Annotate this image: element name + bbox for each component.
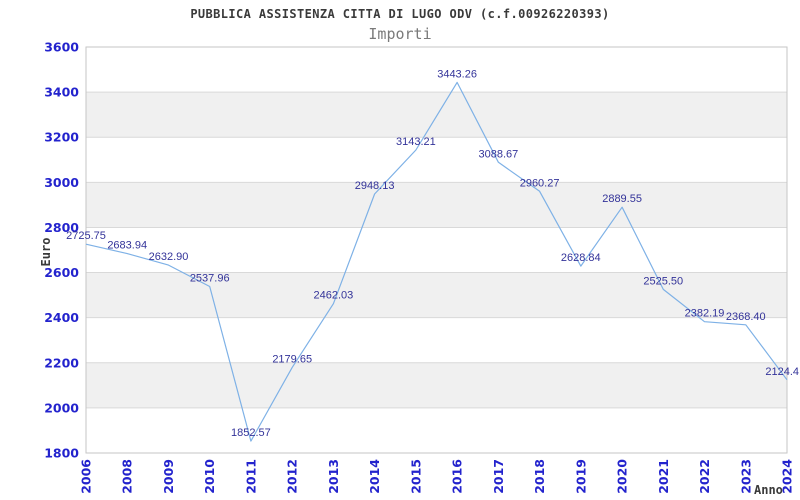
x-tick-label: 2024	[780, 459, 795, 494]
data-point-label: 2683.94	[107, 240, 147, 252]
data-point-label: 2632.90	[149, 251, 189, 263]
plot-border	[85, 46, 788, 454]
plot-band	[86, 182, 787, 228]
y-tick-label: 3600	[44, 40, 79, 55]
x-tick-label: 2011	[243, 459, 258, 494]
x-tick-label: 2010	[202, 459, 217, 494]
x-tick-label: 2014	[367, 459, 382, 494]
data-point-label: 2368.40	[726, 311, 766, 323]
x-tick-label: 2019	[573, 459, 588, 494]
data-point-label: 3143.21	[396, 136, 436, 148]
x-tick-label: 2016	[450, 459, 465, 494]
x-tick-label: 2023	[738, 459, 753, 494]
data-point-label: 3088.67	[479, 148, 519, 160]
x-tick-label: 2015	[408, 459, 423, 494]
data-point-label: 2525.50	[643, 275, 683, 287]
x-tick-label: 2013	[326, 459, 341, 494]
y-tick-label: 1800	[44, 446, 79, 461]
data-point-label: 2537.96	[190, 273, 230, 285]
y-tick-label: 2800	[44, 220, 79, 235]
data-point-label: 2628.84	[561, 252, 601, 264]
chart-title: PUBBLICA ASSISTENZA CITTA DI LUGO ODV (c…	[190, 7, 610, 21]
x-tick-label: 2018	[532, 459, 547, 494]
data-point-label: 2382.19	[685, 308, 725, 320]
x-tick-label: 2006	[79, 459, 94, 494]
x-tick-label: 2008	[120, 459, 135, 494]
data-point-label: 2889.55	[602, 193, 642, 205]
x-tick-label: 2020	[615, 459, 630, 494]
data-point-label: 2948.13	[355, 180, 395, 192]
data-point-label: 3443.26	[437, 68, 477, 80]
data-point-label: 2462.03	[314, 290, 354, 302]
series-line	[85, 81, 788, 442]
x-tick-label: 2017	[491, 459, 506, 494]
data-point-label: 2960.27	[520, 177, 560, 189]
chart-subtitle: Importi	[368, 25, 432, 43]
data-point-label: 2725.75	[66, 230, 106, 242]
x-tick-label: 2009	[161, 459, 176, 494]
plot-band	[86, 362, 787, 408]
data-point-label: 1852.57	[231, 427, 271, 439]
plot-band	[86, 92, 787, 138]
data-point-label: 2179.65	[272, 353, 312, 365]
x-tick-label: 2022	[697, 459, 712, 494]
x-tick-label: 2021	[656, 459, 671, 494]
x-tick-label: 2012	[285, 459, 300, 494]
y-tick-label: 2600	[44, 265, 79, 280]
y-tick-label: 2000	[44, 400, 79, 415]
y-tick-label: 2200	[44, 355, 79, 370]
data-point-label: 2124.4	[765, 366, 799, 378]
y-tick-label: 3400	[44, 85, 79, 100]
y-tick-label: 2400	[44, 310, 79, 325]
y-tick-label: 3200	[44, 130, 79, 145]
y-tick-label: 3000	[44, 175, 79, 190]
x-axis-title: Anno	[754, 483, 783, 497]
